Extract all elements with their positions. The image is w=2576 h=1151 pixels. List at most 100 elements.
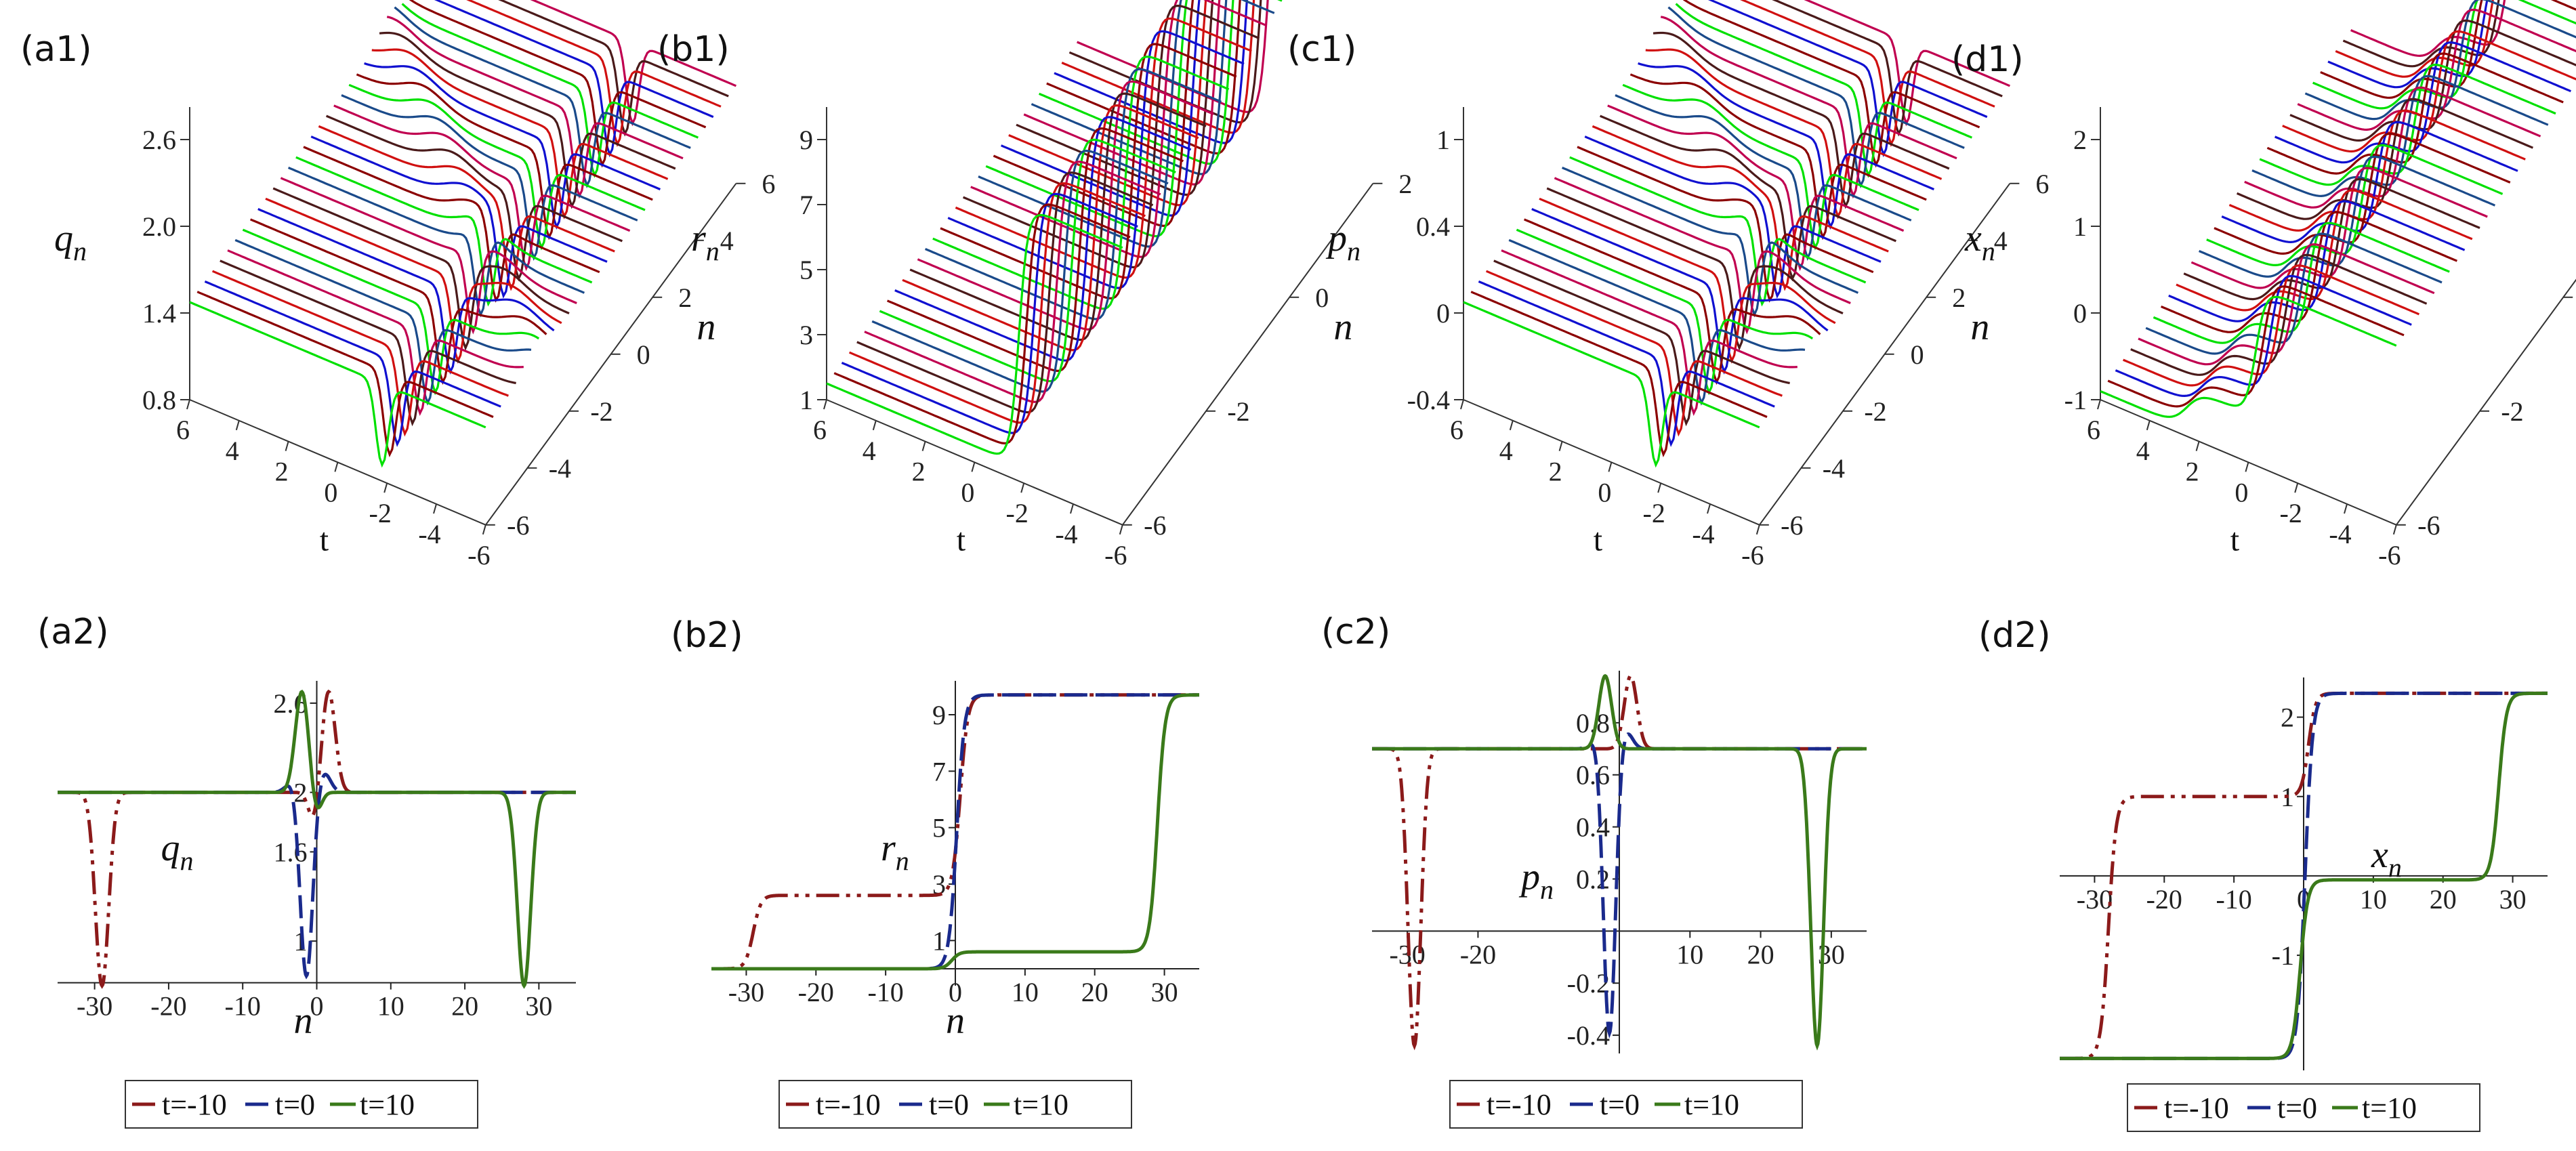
y-tick-label: 3 bbox=[932, 869, 946, 900]
surface-line bbox=[909, 92, 1207, 341]
x-tick-label: 10 bbox=[377, 991, 404, 1022]
tick-mark bbox=[1558, 441, 1563, 451]
panel-label: (d1) bbox=[1951, 39, 2024, 80]
tick-label-z: 1.4 bbox=[142, 298, 176, 329]
surface-line bbox=[2350, 0, 2506, 58]
legend-label: t=10 bbox=[2362, 1091, 2417, 1125]
x-tick-label: 20 bbox=[1081, 977, 1108, 1007]
surface-line bbox=[2176, 189, 2473, 312]
surface-line bbox=[1470, 291, 1768, 458]
surface-line bbox=[1607, 104, 1905, 272]
tick-label-t: -4 bbox=[418, 519, 440, 549]
axis-label-n: n bbox=[1970, 306, 1989, 348]
surface-line bbox=[1523, 218, 1821, 385]
surface-line bbox=[2228, 109, 2526, 232]
tick-label-z: -1 bbox=[2064, 385, 2087, 415]
surface-line bbox=[386, 16, 684, 199]
surface-line bbox=[498, 0, 729, 137]
tick-label-z: 2.6 bbox=[142, 125, 176, 155]
surface-line bbox=[325, 114, 623, 282]
surface-line bbox=[1584, 135, 1882, 299]
tick-mark bbox=[1460, 399, 1464, 410]
tick-mark bbox=[1119, 524, 1123, 535]
legend-label: t=0 bbox=[1600, 1088, 1640, 1121]
surface-line bbox=[234, 238, 532, 406]
tick-label-n: -4 bbox=[1823, 453, 1845, 484]
surface-line bbox=[2251, 75, 2549, 198]
tick-mark bbox=[186, 399, 190, 410]
legend: t=-10 t=0 t=10 bbox=[1449, 1080, 1803, 1129]
axis-label-n: n bbox=[1333, 306, 1352, 348]
x-tick-label: 10 bbox=[1676, 939, 1703, 969]
legend-label: t=-10 bbox=[816, 1088, 881, 1121]
tick-mark bbox=[433, 503, 437, 514]
tick-mark bbox=[1707, 503, 1711, 514]
panel-label: (c1) bbox=[1287, 29, 1356, 70]
tick-mark bbox=[235, 420, 240, 431]
x-tick-label: -20 bbox=[150, 991, 186, 1022]
tick-label-t: 2 bbox=[912, 457, 926, 487]
tick-label-n: -6 bbox=[2417, 510, 2440, 541]
tick-mark bbox=[2294, 482, 2299, 493]
axis-n bbox=[1121, 183, 1374, 526]
series-t=10 bbox=[1372, 673, 1867, 1051]
legend-label: t=0 bbox=[2277, 1091, 2317, 1125]
tick-label-z: 0.4 bbox=[1416, 211, 1450, 242]
surface-line bbox=[2320, 0, 2576, 99]
tick-label-z: 1 bbox=[1436, 125, 1450, 155]
surface-line bbox=[864, 161, 1161, 403]
tick-mark bbox=[2097, 399, 2101, 410]
surface-line bbox=[2259, 63, 2556, 186]
tick-label-n: -2 bbox=[590, 396, 612, 427]
legend-label: t=0 bbox=[929, 1088, 969, 1121]
surface-line bbox=[1638, 62, 1935, 230]
surface-line bbox=[371, 48, 669, 219]
surface-line bbox=[1561, 167, 1859, 318]
surface-line bbox=[2327, 0, 2489, 89]
tick-label-z: 2.0 bbox=[142, 211, 176, 242]
x-tick-label: 0 bbox=[310, 991, 324, 1022]
surface-line bbox=[272, 187, 570, 351]
surface-line bbox=[401, 3, 699, 178]
tick-label-n: 0 bbox=[637, 339, 650, 370]
surface-line bbox=[1592, 125, 1889, 291]
tick-label-n: 2 bbox=[678, 282, 692, 313]
surface-line bbox=[348, 83, 646, 251]
surface-line bbox=[2335, 0, 2494, 78]
surface-line bbox=[303, 146, 600, 303]
surface-line bbox=[1682, 0, 1980, 168]
tick-label-n: 6 bbox=[762, 169, 775, 199]
y-tick-label: 9 bbox=[932, 700, 946, 730]
surface-line bbox=[871, 149, 1169, 393]
surface-line bbox=[2145, 232, 2443, 355]
tick-label-t: -6 bbox=[2378, 540, 2401, 570]
tick-mark bbox=[285, 441, 289, 451]
y-axis-label: rn bbox=[881, 827, 909, 876]
tick-mark bbox=[2344, 503, 2348, 514]
legend: t=-10 t=0 t=10 bbox=[125, 1080, 478, 1129]
x-tick-label: -10 bbox=[225, 991, 261, 1022]
surface-line bbox=[364, 62, 661, 230]
surface-line bbox=[932, 56, 1230, 310]
x-tick-label: 30 bbox=[2499, 884, 2527, 915]
legend-box bbox=[778, 1080, 1132, 1129]
surface-line bbox=[409, 0, 707, 168]
tick-label-t: -6 bbox=[468, 540, 490, 570]
legend: t=-10 t=0 t=10 bbox=[778, 1080, 1132, 1129]
panel-c2: -30-20102030-0.4-0.20.20.40.60.8pnn(c2)t… bbox=[1321, 612, 1867, 1129]
axis-label-n: n bbox=[697, 306, 715, 348]
y-tick-label: 0.4 bbox=[1576, 812, 1610, 843]
tick-label-t: 4 bbox=[2136, 436, 2150, 466]
surface-line bbox=[833, 203, 1131, 445]
tick-label-n: -4 bbox=[549, 453, 571, 484]
tick-label-n: 0 bbox=[1315, 282, 1329, 313]
surface-line bbox=[2198, 155, 2496, 278]
tick-mark bbox=[823, 399, 827, 410]
series-t=10 bbox=[711, 693, 1199, 971]
axis-label-t: t bbox=[2230, 522, 2240, 558]
tick-label-n: -6 bbox=[507, 510, 529, 541]
